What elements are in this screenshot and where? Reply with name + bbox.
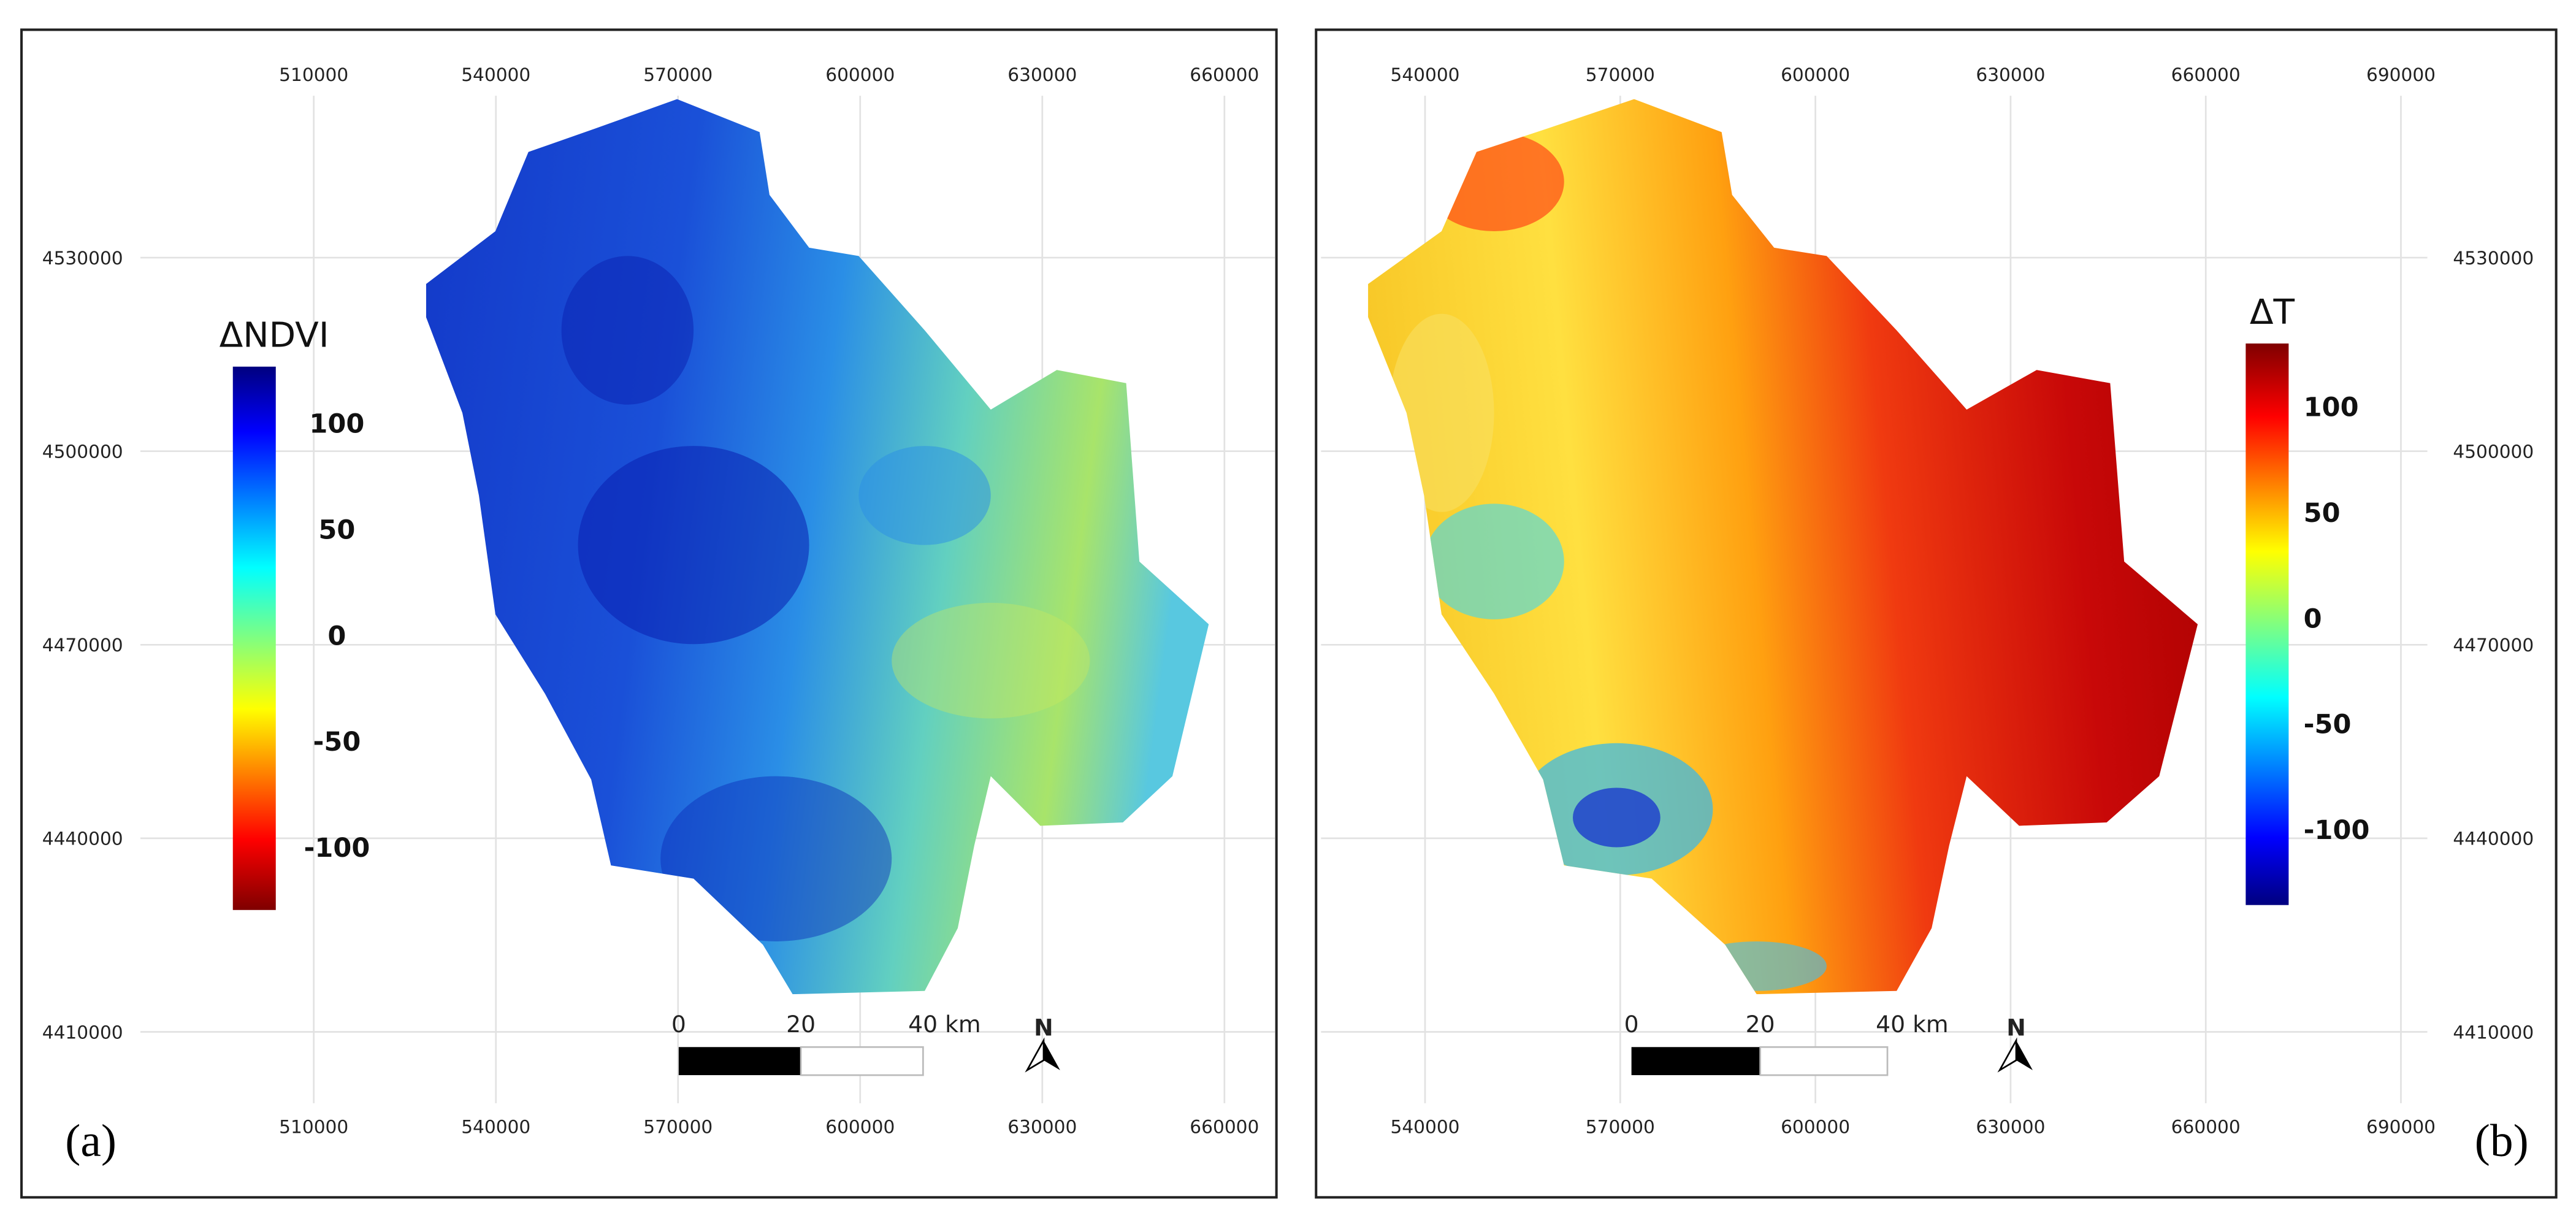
legend-label: -100 bbox=[2304, 815, 2370, 846]
x-tick-label: 630000 bbox=[1007, 1116, 1077, 1137]
x-tick-label: 600000 bbox=[825, 64, 895, 85]
scale-label: 40 km bbox=[1876, 1011, 1948, 1038]
north-label: N bbox=[2006, 1014, 2026, 1041]
scale-bar bbox=[678, 1047, 801, 1076]
x-tick-label: 570000 bbox=[1586, 1116, 1655, 1137]
x-tick-label: 540000 bbox=[461, 1116, 530, 1137]
x-tick-label: 690000 bbox=[2366, 1116, 2436, 1137]
x-tick-label: 540000 bbox=[1390, 64, 1459, 85]
north-arrow bbox=[1043, 1040, 1060, 1070]
scale-label: 20 bbox=[1746, 1011, 1775, 1038]
scale-label: 0 bbox=[671, 1011, 686, 1038]
scale-bar bbox=[800, 1046, 924, 1076]
panel-label: (a) bbox=[65, 1116, 117, 1166]
panel-label: (b) bbox=[2475, 1116, 2529, 1166]
x-tick-label: 660000 bbox=[1190, 64, 1259, 85]
y-tick-label: 4410000 bbox=[2453, 1022, 2534, 1043]
x-tick-label: 540000 bbox=[461, 64, 530, 85]
legend-label: 50 bbox=[318, 515, 355, 545]
colorbar bbox=[2245, 343, 2289, 905]
y-tick-label: 4500000 bbox=[42, 441, 123, 462]
y-tick-label: 4470000 bbox=[42, 635, 123, 656]
x-tick-label: 600000 bbox=[1781, 64, 1850, 85]
y-tick-label: 4530000 bbox=[2453, 248, 2534, 269]
x-tick-label: 600000 bbox=[1781, 1116, 1850, 1137]
x-tick-label: 510000 bbox=[279, 1116, 348, 1137]
y-tick-label: 4470000 bbox=[2453, 635, 2534, 656]
x-tick-label: 570000 bbox=[643, 1116, 713, 1137]
x-tick-label: 660000 bbox=[2171, 1116, 2241, 1137]
legend-label: 100 bbox=[2304, 393, 2359, 423]
north-arrow bbox=[2016, 1040, 2033, 1070]
x-tick-label: 660000 bbox=[1190, 1116, 1259, 1137]
scale-label: 20 bbox=[786, 1011, 816, 1038]
x-tick-label: 660000 bbox=[2171, 64, 2241, 85]
legend-label: 0 bbox=[327, 621, 346, 651]
legend-title: ΔNDVI bbox=[220, 316, 329, 356]
x-tick-label: 570000 bbox=[643, 64, 713, 85]
x-tick-label: 570000 bbox=[1586, 64, 1655, 85]
colorbar bbox=[232, 366, 276, 910]
y-tick-label: 4440000 bbox=[42, 829, 123, 849]
x-tick-label: 630000 bbox=[1007, 64, 1077, 85]
scale-label: 40 km bbox=[908, 1011, 980, 1038]
legend-label: -50 bbox=[313, 727, 361, 757]
y-tick-label: 4500000 bbox=[2453, 441, 2534, 462]
legend-label: 100 bbox=[309, 409, 364, 440]
legend-label: -100 bbox=[304, 833, 370, 864]
x-tick-label: 600000 bbox=[825, 1116, 895, 1137]
legend-title: ΔT bbox=[2250, 293, 2295, 332]
y-tick-label: 4530000 bbox=[42, 248, 123, 269]
scale-bar bbox=[1759, 1046, 1889, 1076]
scale-bar bbox=[1631, 1047, 1760, 1076]
legend-label: 50 bbox=[2304, 498, 2341, 529]
north-label: N bbox=[1034, 1014, 1053, 1041]
x-tick-label: 630000 bbox=[1976, 64, 2045, 85]
x-tick-label: 690000 bbox=[2366, 64, 2436, 85]
x-tick-label: 510000 bbox=[279, 64, 348, 85]
legend-label: -50 bbox=[2304, 710, 2352, 740]
y-tick-label: 4410000 bbox=[42, 1022, 123, 1043]
scale-label: 0 bbox=[1624, 1011, 1639, 1038]
x-tick-label: 630000 bbox=[1976, 1116, 2045, 1137]
x-tick-label: 540000 bbox=[1390, 1116, 1459, 1137]
y-tick-label: 4440000 bbox=[2453, 829, 2534, 849]
legend-label: 0 bbox=[2304, 603, 2322, 634]
